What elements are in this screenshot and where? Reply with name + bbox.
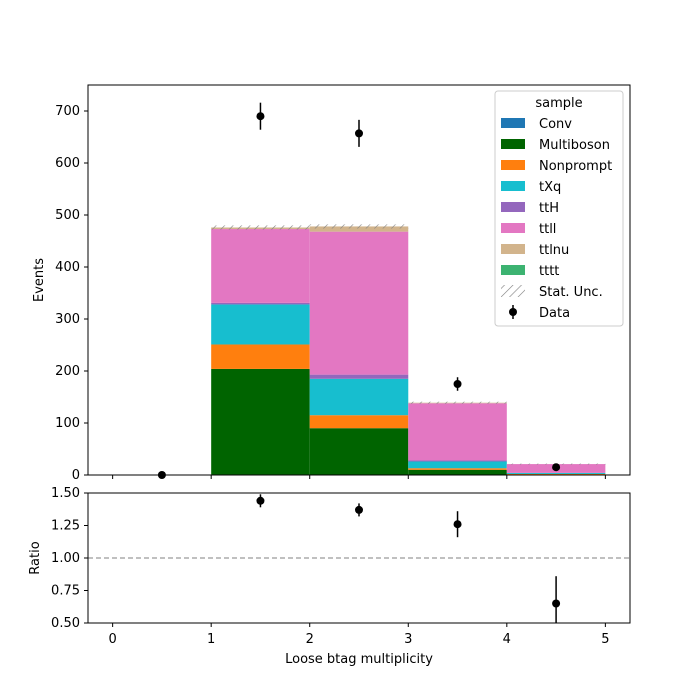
ratio-panel: 0.50 0.75 1.00 1.25 1.50 0 1 2 3 4 5 Ratio Loose … [28,486,631,667]
legend-label-ttll: ttll [539,222,556,237]
data-point [552,463,561,472]
legend-swatch-tttt [501,265,525,275]
data-point [355,129,363,138]
ratio-y-tick-label: 1.25 [51,519,80,534]
ratio-point [552,599,561,608]
ratio-y-ticks: 0.50 0.75 1.00 1.25 1.50 [51,486,88,631]
main-y-ticks: 0 100 200 300 400 500 600 700 [55,104,88,483]
legend-swatch-txq [501,181,525,191]
legend-swatch-multiboson [501,139,525,149]
legend-label-ttlnu: ttlnu [539,243,569,258]
bar-nonprompt [211,344,310,369]
x-axis-label: Loose btag multiplicity [285,652,433,667]
legend-label-conv: Conv [539,117,572,132]
main-y-tick-label: 400 [55,260,80,275]
stat-unc-band [408,401,507,404]
legend-swatch-tth [501,202,525,212]
main-y-tick-label: 700 [55,104,80,119]
ratio-point [453,520,462,529]
bar-tth [309,374,409,379]
main-panel: 0 100 200 300 400 500 600 700 Events sample Conv… [32,84,631,483]
ratio-x-tick-label: 3 [404,632,412,647]
legend-swatch-ttlnu [501,244,525,254]
legend-label-multiboson: Multiboson [539,138,610,153]
main-y-axis-label: Events [32,258,47,302]
bar-multiboson [408,469,507,475]
ratio-point [355,505,363,514]
ratio-x-tick-label: 1 [207,632,215,647]
stat-unc-band [211,225,310,230]
bar-txq [309,378,409,416]
main-y-tick-label: 300 [55,312,80,327]
main-y-tick-label: 500 [55,208,80,223]
data-point [453,380,462,388]
ratio-y-tick-label: 1.00 [51,551,80,566]
ratio-x-tick-label: 2 [306,632,314,647]
legend-label-data: Data [539,306,570,321]
ratio-points [256,494,561,623]
main-y-tick-label: 0 [72,468,80,483]
ratio-x-tick-label: 4 [503,632,511,647]
stat-unc-band [309,224,409,229]
ratio-x-tick-label: 0 [108,632,116,647]
bar-txq [408,461,507,469]
legend-swatch-stat-unc [501,285,525,297]
legend-title: sample [535,96,582,111]
bar-multiboson [309,428,409,475]
bar-multiboson [211,368,310,475]
ratio-y-axis-label: Ratio [28,541,43,574]
legend-box [494,90,624,327]
main-axes-frame [87,84,631,476]
bar-ttll [309,231,409,375]
ratio-y-tick-label: 1.50 [51,486,80,501]
bar-ttll [211,229,310,303]
ratio-x-ticks: 0 1 2 3 4 5 [108,623,610,647]
data-point [256,112,265,121]
ratio-y-tick-label: 0.75 [51,584,80,599]
legend-label-tttt: tttt [539,264,559,279]
bar-txq [211,304,310,345]
legend-data-marker [509,308,517,316]
main-y-tick-label: 600 [55,156,80,171]
bar-nonprompt [506,473,606,475]
bar-txq [506,472,606,474]
bar-tth [211,302,310,305]
legend-label-tth: ttH [539,201,559,216]
legend-swatch-conv [501,118,525,128]
legend: sample Conv Multiboson Nonprompt tXq ttH ttll t… [494,90,624,327]
data-points [157,102,561,479]
bar-ttlnu [309,226,409,232]
stack-bars [211,226,606,475]
legend-label-stat-unc: Stat. Unc. [539,285,603,300]
legend-label-txq: tXq [539,180,561,195]
ratio-x-tick-label: 5 [601,632,609,647]
bar-nonprompt [309,415,409,429]
bar-nonprompt [408,468,507,470]
main-x-ticks [112,475,606,479]
main-y-tick-label: 100 [55,416,80,431]
ratio-y-tick-label: 0.50 [51,616,80,631]
ratio-point [256,496,265,505]
bar-tth [408,460,507,462]
main-y-tick-label: 200 [55,364,80,379]
legend-swatch-nonprompt [501,160,525,170]
bar-ttll [408,403,507,461]
legend-swatch-ttll [501,223,525,233]
legend-label-nonprompt: Nonprompt [539,159,612,174]
